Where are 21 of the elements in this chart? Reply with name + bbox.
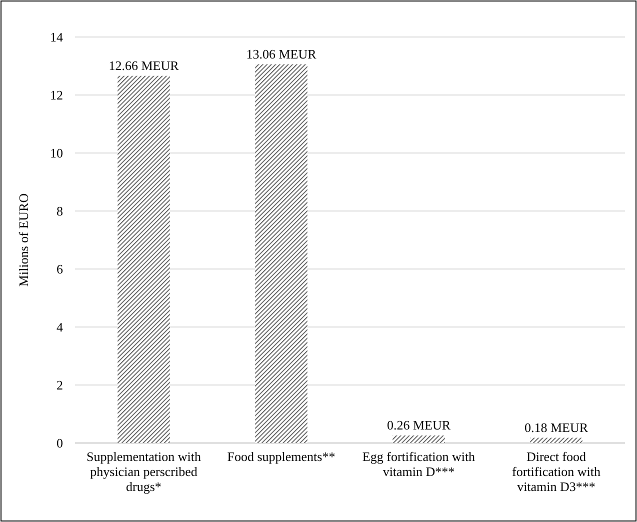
y-tick-label: 4 — [56, 320, 64, 335]
y-tick-label: 10 — [50, 146, 63, 161]
bar — [392, 435, 445, 443]
y-tick-label: 6 — [56, 262, 64, 277]
y-tick-label: 0 — [56, 436, 63, 451]
data-label: 13.06 MEUR — [246, 46, 317, 62]
bar — [255, 64, 308, 443]
y-tick-label: 14 — [50, 30, 64, 45]
bar — [530, 438, 582, 443]
y-tick-label: 12 — [50, 88, 63, 103]
data-label: 0.18 MEUR — [524, 420, 588, 435]
data-label: 12.66 MEUR — [108, 58, 180, 73]
bar — [118, 76, 170, 443]
x-tick-label: Supplementation with physician perscribed drugs* — [86, 449, 202, 494]
data-label: 0.26 MEUR — [386, 417, 451, 432]
y-tick-label: 2 — [56, 378, 63, 393]
x-tick-label: Direct food fortification with vitamin D3*** — [512, 449, 601, 494]
x-tick-label: Food supplements** — [227, 449, 336, 464]
y-axis-title: Milions of EURO — [16, 193, 31, 287]
y-tick-label: 8 — [56, 204, 63, 219]
x-tick-label: Egg fortification with vitamin D*** — [362, 449, 476, 479]
